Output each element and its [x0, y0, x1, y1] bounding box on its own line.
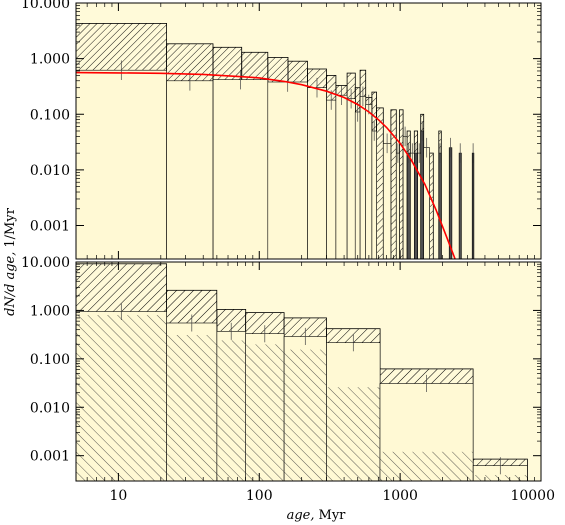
- dark-histogram-bar: [471, 152, 475, 259]
- bottom-plot-frame: [75, 261, 542, 482]
- top-fit-line: [76, 71, 456, 259]
- y-tick-label: 1.000: [30, 52, 70, 68]
- dark-histogram-bar: [438, 152, 442, 259]
- filled-histogram-bar: [365, 104, 373, 259]
- hatched-histogram-bar: [399, 109, 404, 259]
- filled-histogram-bar: [417, 152, 422, 259]
- y-axis-title: dN/dage,1/Myr: [3, 207, 18, 316]
- hatched-fill-bar: [76, 315, 167, 481]
- y-tick-label: 10.000: [21, 255, 70, 271]
- bottom-panel: 10.000 1.000 0.100 0.010 0.001 10 100 1000 10000: [21, 255, 555, 504]
- hatched-fill-bar: [284, 349, 327, 481]
- dark-histogram-bar: [406, 152, 411, 259]
- x-tick-label: 10: [109, 488, 127, 504]
- y-tick-label: 0.001: [30, 449, 70, 465]
- hatched-histogram-bar: [390, 109, 397, 259]
- filled-histogram-bar: [354, 111, 361, 259]
- fit-curve: [76, 71, 456, 259]
- filled-histogram-bar: [395, 152, 400, 259]
- filled-histogram-bar: [382, 143, 392, 259]
- x-tick-label: 100: [246, 488, 273, 504]
- filled-histogram-bar: [307, 87, 327, 259]
- filled-histogram-bar: [335, 94, 348, 259]
- filled-histogram-bar: [423, 147, 430, 259]
- filled-histogram-bar: [166, 80, 214, 259]
- filled-histogram-bar: [267, 81, 308, 259]
- dark-histogram-bar: [420, 130, 425, 259]
- hatched-fill-bar: [326, 387, 381, 481]
- filled-histogram-bar: [409, 152, 415, 259]
- hatched-fill-bar: [166, 335, 217, 481]
- filled-histogram-bar: [346, 98, 356, 259]
- hatched-histogram-bar: [376, 107, 384, 259]
- top-bars: [76, 22, 475, 259]
- bottom-axis-ticks: 10.000 1.000 0.100 0.010 0.001 10 100 1000 10000: [21, 255, 555, 504]
- dark-histogram-bar: [448, 147, 453, 259]
- hatched-fill-bar: [473, 475, 528, 481]
- hatched-histogram-bar: [429, 152, 434, 259]
- filled-histogram-bar: [76, 69, 167, 259]
- y-tick-label: 0.100: [30, 107, 70, 123]
- x-tick-label: 10000: [510, 488, 555, 504]
- hatched-fill-bar: [216, 340, 246, 481]
- y-tick-label: 0.001: [30, 219, 70, 235]
- dark-histogram-bar: [458, 152, 462, 259]
- y-tick-label: 1.000: [30, 303, 70, 319]
- filled-histogram-bar: [212, 79, 269, 259]
- filled-histogram-bar: [359, 96, 367, 259]
- y-tick-label: 0.010: [30, 163, 70, 179]
- hatched-fill-bar: [380, 451, 474, 481]
- top-axis-ticks: 10.000 1.000 0.100 0.010 0.001: [21, 0, 542, 259]
- filled-histogram-bar: [326, 99, 337, 259]
- y-tick-label: 0.100: [30, 352, 70, 368]
- y-tick-label: 0.010: [30, 400, 70, 416]
- y-tick-label: 10.000: [21, 0, 70, 12]
- bottom-bars: [76, 263, 528, 481]
- filled-histogram-bar: [371, 130, 377, 259]
- x-axis-title: age, Myr: [287, 508, 347, 523]
- filled-histogram-bar: [402, 136, 408, 259]
- x-tick-label: 1000: [382, 488, 418, 504]
- top-panel: 10.000 1.000 0.100 0.010 0.001: [21, 0, 542, 260]
- hatched-fill-bar: [245, 344, 285, 481]
